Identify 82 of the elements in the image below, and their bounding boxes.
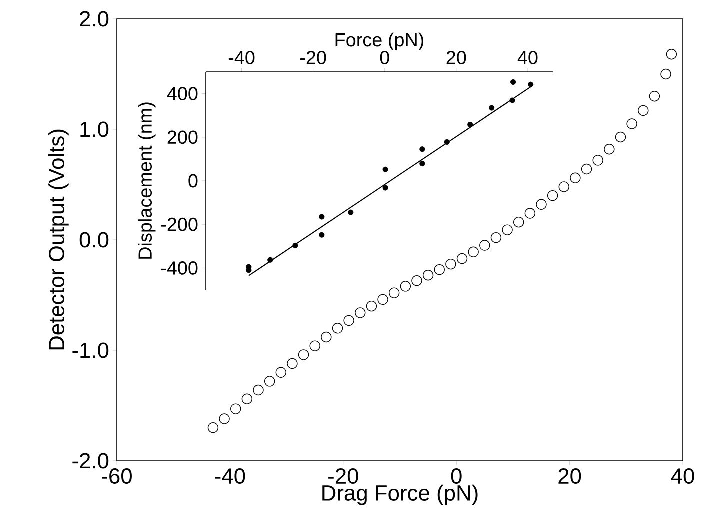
- x-axis-title: Drag Force (pN): [322, 484, 478, 506]
- point: [355, 308, 366, 318]
- point: [592, 155, 604, 166]
- point: [230, 404, 242, 414]
- point: [321, 332, 332, 343]
- point: [298, 350, 310, 360]
- point: [615, 132, 626, 143]
- point: [604, 144, 615, 155]
- x-tick-label: -20: [300, 51, 326, 64]
- x-tick-label: -60: [102, 468, 132, 484]
- point: [536, 199, 547, 210]
- point: [666, 49, 678, 60]
- point: [319, 232, 325, 238]
- point: [292, 242, 298, 249]
- point: [366, 300, 378, 312]
- point: [489, 105, 495, 111]
- point: [480, 240, 490, 251]
- point: [490, 232, 502, 244]
- y-tick-label: -400: [161, 261, 198, 275]
- x-tick-label: -40: [228, 51, 255, 64]
- point: [547, 190, 558, 202]
- y-tick-label: 200: [168, 130, 198, 144]
- point: [420, 146, 426, 152]
- point: [378, 294, 388, 306]
- y-axis-title: Detector Output (Volts): [48, 130, 69, 350]
- point: [268, 257, 274, 263]
- x-tick-label: 20: [558, 468, 582, 484]
- y-tick-label: -200: [161, 218, 198, 232]
- point: [468, 122, 474, 128]
- point: [382, 185, 388, 191]
- point: [319, 214, 325, 220]
- point: [444, 139, 450, 145]
- point: [626, 118, 638, 130]
- x-tick-label: 0: [451, 468, 462, 484]
- point: [332, 323, 344, 334]
- point: [581, 164, 592, 175]
- y-tick-label: 0: [188, 174, 198, 188]
- point: [510, 98, 516, 104]
- y-tick-label: 1.0: [80, 122, 109, 138]
- x-tick-label: 40: [518, 51, 538, 64]
- point: [660, 68, 672, 80]
- point: [208, 422, 219, 434]
- x-axis-title: Force (pN): [336, 32, 424, 50]
- point: [524, 208, 536, 219]
- y-tick-label: -1.0: [72, 342, 109, 358]
- point: [510, 79, 516, 86]
- point: [456, 253, 468, 264]
- point: [253, 384, 264, 396]
- y-tick-label: -2.0: [72, 453, 109, 469]
- point: [649, 91, 660, 102]
- point: [242, 394, 253, 404]
- point: [502, 224, 513, 236]
- point: [420, 160, 426, 167]
- point: [388, 288, 400, 298]
- point: [344, 315, 354, 326]
- point: [264, 376, 276, 387]
- point: [382, 166, 388, 172]
- point: [412, 276, 422, 286]
- point: [276, 367, 286, 378]
- point: [638, 105, 649, 116]
- point: [558, 182, 570, 192]
- point: [528, 82, 534, 88]
- y-tick-label: 0.0: [80, 232, 109, 248]
- point: [422, 270, 434, 281]
- x-tick-label: -20: [328, 468, 358, 484]
- x-tick-label: -40: [215, 468, 246, 484]
- point: [570, 172, 581, 184]
- y-axis-title: Displacement (nm): [138, 102, 156, 259]
- point: [219, 414, 230, 424]
- point: [468, 246, 479, 258]
- point: [514, 216, 524, 228]
- point: [310, 340, 320, 352]
- point: [400, 281, 412, 292]
- point: [446, 258, 456, 270]
- point: [434, 264, 445, 276]
- x-tick-label: 20: [446, 51, 466, 64]
- y-tick-label: 2.0: [80, 11, 109, 27]
- point: [348, 210, 354, 216]
- x-tick-label: 40: [671, 468, 694, 484]
- x-tick-label: 0: [380, 51, 390, 64]
- y-tick-label: 400: [167, 87, 198, 101]
- point: [287, 358, 298, 370]
